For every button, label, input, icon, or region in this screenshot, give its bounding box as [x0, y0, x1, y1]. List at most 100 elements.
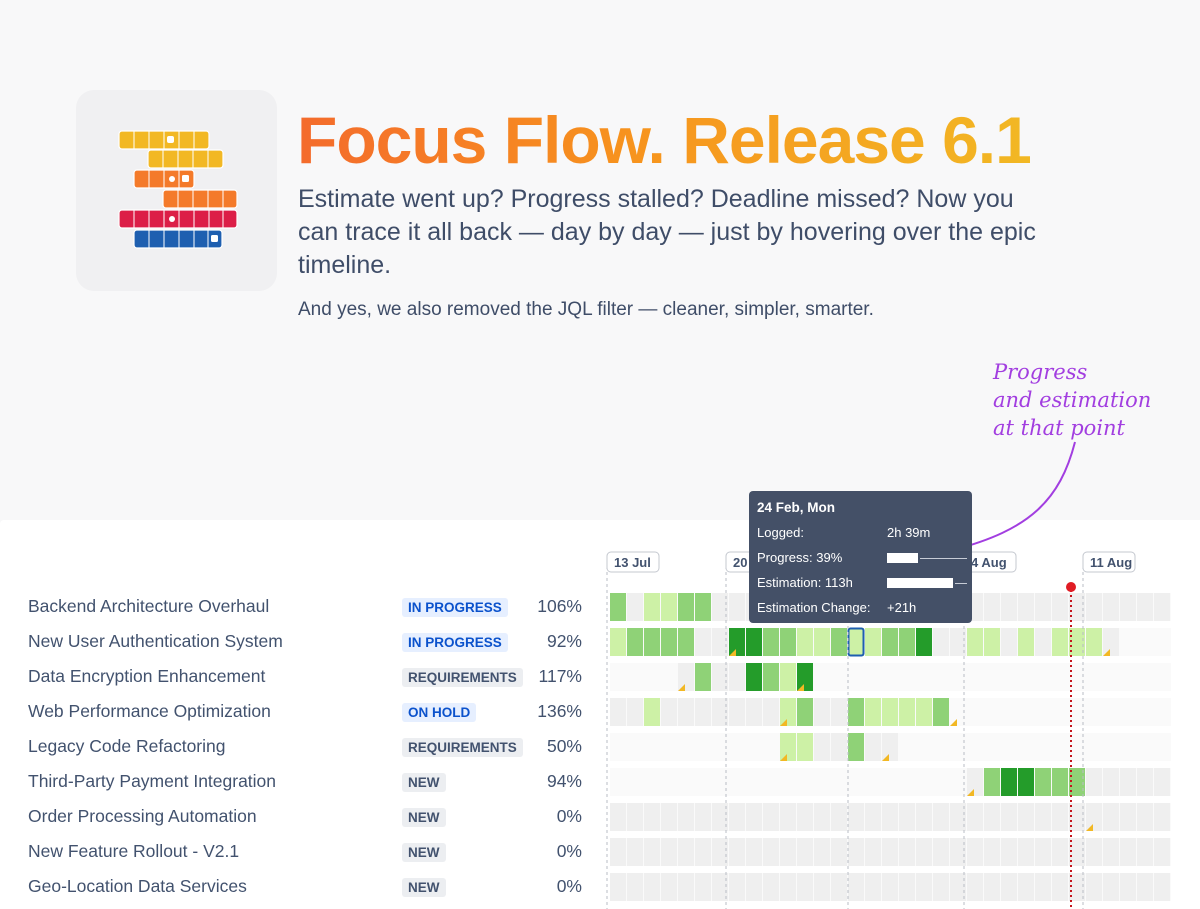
timeline-day-cell[interactable]	[1018, 628, 1034, 656]
timeline-day-cell[interactable]	[729, 593, 745, 621]
timeline-day-cell[interactable]	[882, 803, 898, 831]
timeline-day-cell[interactable]	[882, 698, 898, 726]
timeline-day-cell[interactable]	[678, 628, 694, 656]
epic-name[interactable]: New Feature Rollout - V2.1	[28, 841, 240, 861]
timeline-day-cell[interactable]	[1069, 628, 1085, 656]
timeline-day-cell[interactable]	[933, 838, 949, 866]
epic-row[interactable]: Geo-Location Data Services NEW 0%	[0, 869, 600, 904]
timeline-day-cell[interactable]	[1154, 593, 1170, 621]
timeline-day-cell[interactable]	[1035, 838, 1051, 866]
timeline-day-cell[interactable]	[882, 733, 898, 761]
timeline-day-cell[interactable]	[984, 628, 1000, 656]
timeline-day-cell[interactable]	[1001, 593, 1017, 621]
timeline-day-cell[interactable]	[1069, 768, 1085, 796]
timeline-day-cell[interactable]	[644, 873, 660, 901]
timeline-day-cell[interactable]	[1052, 768, 1068, 796]
timeline-day-cell[interactable]	[848, 628, 864, 656]
epic-name[interactable]: Third-Party Payment Integration	[28, 771, 277, 791]
hovered-day-cell[interactable]	[847, 627, 865, 657]
epic-name[interactable]: Data Encryption Enhancement	[28, 666, 266, 686]
timeline-day-cell[interactable]	[797, 628, 813, 656]
timeline-day-cell[interactable]	[848, 733, 864, 761]
epic-name[interactable]: Order Processing Automation	[28, 806, 257, 826]
timeline-day-cell[interactable]	[865, 838, 881, 866]
timeline-day-cell[interactable]	[1103, 873, 1119, 901]
timeline-day-cell[interactable]	[627, 698, 643, 726]
timeline-day-cell[interactable]	[984, 803, 1000, 831]
timeline-day-cell[interactable]	[797, 873, 813, 901]
timeline-day-cell[interactable]	[695, 698, 711, 726]
timeline-day-cell[interactable]	[1052, 593, 1068, 621]
timeline-day-cell[interactable]	[967, 803, 983, 831]
timeline-day-cell[interactable]	[865, 698, 881, 726]
timeline-day-cell[interactable]	[1069, 873, 1085, 901]
timeline-day-cell[interactable]	[729, 698, 745, 726]
timeline-day-cell[interactable]	[1154, 838, 1170, 866]
timeline-day-cell[interactable]	[933, 803, 949, 831]
timeline-day-cell[interactable]	[780, 698, 796, 726]
timeline-day-cell[interactable]	[1052, 803, 1068, 831]
timeline-day-cell[interactable]	[933, 628, 949, 656]
timeline-day-cell[interactable]	[1137, 873, 1153, 901]
timeline-day-cell[interactable]	[661, 628, 677, 656]
timeline-day-cell[interactable]	[1086, 873, 1102, 901]
timeline-day-cell[interactable]	[916, 628, 932, 656]
timeline-day-cell[interactable]	[984, 768, 1000, 796]
timeline-day-cell[interactable]	[695, 873, 711, 901]
timeline-day-cell[interactable]	[627, 593, 643, 621]
timeline-day-cell[interactable]	[746, 698, 762, 726]
timeline-day-cell[interactable]	[848, 698, 864, 726]
timeline-day-cell[interactable]	[627, 803, 643, 831]
timeline-day-cell[interactable]	[746, 663, 762, 691]
timeline-day-cell[interactable]	[1001, 803, 1017, 831]
timeline-day-cell[interactable]	[712, 628, 728, 656]
timeline-day-cell[interactable]	[950, 873, 966, 901]
timeline-day-cell[interactable]	[763, 698, 779, 726]
timeline-day-cell[interactable]	[933, 698, 949, 726]
timeline-day-cell[interactable]	[1052, 838, 1068, 866]
timeline-day-cell[interactable]	[899, 838, 915, 866]
timeline-day-cell[interactable]	[1137, 768, 1153, 796]
timeline-day-cell[interactable]	[644, 838, 660, 866]
timeline-day-cell[interactable]	[780, 733, 796, 761]
timeline-day-cell[interactable]	[610, 803, 626, 831]
timeline-day-cell[interactable]	[1035, 803, 1051, 831]
timeline-day-cell[interactable]	[831, 803, 847, 831]
timeline-day-cell[interactable]	[678, 663, 694, 691]
timeline-day-cell[interactable]	[882, 838, 898, 866]
timeline-day-cell[interactable]	[627, 838, 643, 866]
timeline-day-cell[interactable]	[729, 873, 745, 901]
epic-name[interactable]: Geo-Location Data Services	[28, 876, 247, 896]
timeline-day-cell[interactable]	[1120, 803, 1136, 831]
timeline-day-cell[interactable]	[610, 873, 626, 901]
timeline-day-cell[interactable]	[1120, 838, 1136, 866]
timeline-day-cell[interactable]	[865, 733, 881, 761]
timeline-day-cell[interactable]	[1120, 873, 1136, 901]
timeline-day-cell[interactable]	[1103, 768, 1119, 796]
timeline-day-cell[interactable]	[627, 628, 643, 656]
timeline-day-cell[interactable]	[780, 873, 796, 901]
timeline-day-cell[interactable]	[831, 873, 847, 901]
timeline-day-cell[interactable]	[967, 768, 983, 796]
timeline-day-cell[interactable]	[814, 628, 830, 656]
timeline-day-cell[interactable]	[678, 838, 694, 866]
timeline-day-cell[interactable]	[865, 873, 881, 901]
timeline-day-cell[interactable]	[933, 873, 949, 901]
timeline-day-cell[interactable]	[967, 873, 983, 901]
timeline-day-cell[interactable]	[848, 803, 864, 831]
timeline-day-cell[interactable]	[1120, 768, 1136, 796]
timeline-day-cell[interactable]	[610, 593, 626, 621]
timeline-day-cell[interactable]	[814, 873, 830, 901]
timeline-day-cell[interactable]	[967, 628, 983, 656]
timeline-day-cell[interactable]	[729, 803, 745, 831]
timeline-day-cell[interactable]	[1086, 768, 1102, 796]
timeline-day-cell[interactable]	[610, 838, 626, 866]
epic-row[interactable]: Web Performance Optimization ON HOLD 136%	[0, 694, 600, 729]
epic-row[interactable]: New User Authentication System IN PROGRES…	[0, 624, 600, 659]
timeline-day-cell[interactable]	[1035, 873, 1051, 901]
timeline-day-cell[interactable]	[814, 803, 830, 831]
timeline-day-cell[interactable]	[865, 803, 881, 831]
timeline-day-cell[interactable]	[848, 873, 864, 901]
timeline-day-cell[interactable]	[1001, 873, 1017, 901]
